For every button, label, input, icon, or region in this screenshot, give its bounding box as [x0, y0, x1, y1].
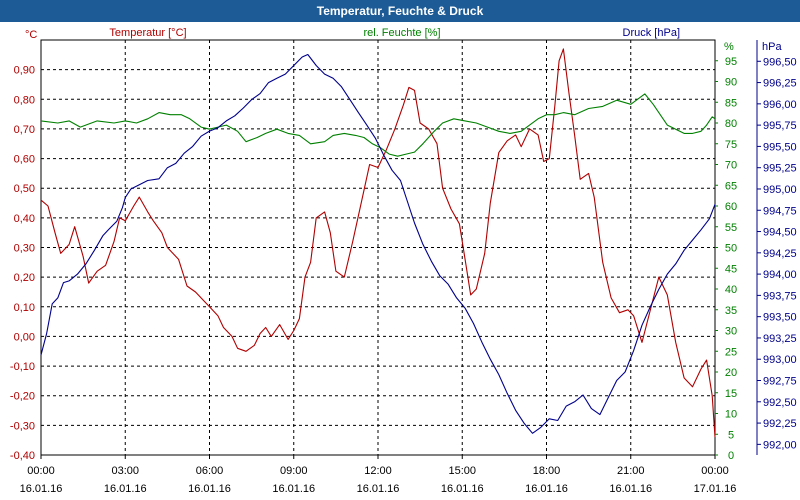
temperature-tick-label: -0,30	[10, 420, 35, 432]
pressure-tick-label: 995,75	[763, 120, 797, 132]
humidity-tick-label: 90	[725, 77, 737, 89]
pressure-tick-label: 996,50	[763, 56, 797, 68]
pressure-tick-label: 993,25	[763, 333, 797, 345]
x-tick-time: 06:00	[196, 465, 224, 477]
x-tick-time: 00:00	[27, 465, 55, 477]
temperature-tick-label: 0,00	[14, 331, 35, 343]
humidity-tick-label: 0	[728, 450, 734, 462]
temperature-tick-label: -0,40	[10, 450, 35, 462]
pressure-tick-label: 995,50	[763, 141, 797, 153]
humidity-tick-label: 80	[725, 118, 737, 130]
x-tick-date: 16.01.16	[441, 483, 484, 495]
pressure-tick-label: 994,00	[763, 269, 797, 281]
humidity-unit-label: %	[724, 41, 734, 53]
humidity-tick-label: 70	[725, 160, 737, 172]
series-line-pressure	[40, 53, 716, 434]
series-line-temperature	[40, 48, 716, 438]
x-tick-time: 00:00	[701, 465, 729, 477]
temperature-tick-label: 0,90	[14, 65, 35, 77]
pressure-tick-label: 996,00	[763, 99, 797, 111]
humidity-tick-label: 65	[725, 180, 737, 192]
humidity-tick-label: 50	[725, 243, 737, 255]
humidity-tick-label: 15	[725, 388, 737, 400]
x-tick-date: 16.01.16	[20, 483, 63, 495]
humidity-tick-label: 95	[725, 56, 737, 68]
temperature-tick-label: 0,50	[14, 183, 35, 195]
humidity-tick-label: 25	[725, 346, 737, 358]
pressure-tick-label: 994,75	[763, 205, 797, 217]
humidity-tick-label: 40	[725, 284, 737, 296]
x-tick-date: 16.01.16	[104, 483, 147, 495]
pressure-tick-label: 994,25	[763, 248, 797, 260]
chart-canvas: 00:00 16.01.16 03:00 16.01.16 06:00 16.01.16 0…	[10, 27, 797, 495]
temperature-unit-label: °C	[25, 29, 37, 41]
temperature-tick-label: 0,70	[14, 124, 35, 136]
x-tick-date: 16.01.16	[272, 483, 315, 495]
temperature-tick-label: 0,40	[14, 213, 35, 225]
temperature-tick-label: 0,80	[14, 94, 35, 106]
temperature-tick-label: 0,30	[14, 243, 35, 255]
chart-title: Temperatur, Feuchte & Druck	[0, 0, 800, 22]
x-tick-time: 15:00	[448, 465, 476, 477]
temperature-tick-label: 0,10	[14, 302, 35, 314]
pressure-tick-label: 992,75	[763, 376, 797, 388]
x-tick-time: 09:00	[280, 465, 308, 477]
temperature-tick-label: -0,10	[10, 361, 35, 373]
pressure-tick-label: 996,25	[763, 78, 797, 90]
humidity-tick-label: 85	[725, 97, 737, 109]
humidity-tick-label: 60	[725, 201, 737, 213]
humidity-tick-label: 5	[728, 429, 734, 441]
humidity-tick-label: 20	[725, 367, 737, 379]
series-line-humidity	[40, 93, 716, 157]
pressure-tick-label: 992,50	[763, 397, 797, 409]
humidity-tick-label: 10	[725, 409, 737, 421]
pressure-tick-label: 994,50	[763, 227, 797, 239]
pressure-unit-label: hPa	[762, 41, 782, 53]
x-tick-time: 03:00	[111, 465, 139, 477]
pressure-tick-label: 993,75	[763, 290, 797, 302]
x-tick-date: 16.01.16	[188, 483, 231, 495]
humidity-tick-label: 75	[725, 139, 737, 151]
pressure-tick-label: 995,25	[763, 163, 797, 175]
temperature-tick-label: 0,60	[14, 154, 35, 166]
pressure-tick-label: 992,00	[763, 439, 797, 451]
pressure-tick-label: 995,00	[763, 184, 797, 196]
humidity-tick-label: 30	[725, 326, 737, 338]
pressure-tick-label: 993,00	[763, 354, 797, 366]
humidity-tick-label: 45	[725, 263, 737, 275]
pressure-tick-label: 993,50	[763, 312, 797, 324]
pressure-tick-label: 992,25	[763, 418, 797, 430]
humidity-tick-label: 55	[725, 222, 737, 234]
legend-temperature: Temperatur [°C]	[109, 27, 186, 39]
legend-pressure: Druck [hPa]	[623, 27, 680, 39]
x-tick-date: 17.01.16	[694, 483, 737, 495]
humidity-tick-label: 35	[725, 305, 737, 317]
temperature-tick-label: 0,20	[14, 272, 35, 284]
axis-layer: 00:00 16.01.16 03:00 16.01.16 06:00 16.01.16 0…	[10, 27, 797, 495]
x-tick-time: 21:00	[617, 465, 645, 477]
x-tick-date: 16.01.16	[609, 483, 652, 495]
x-tick-time: 12:00	[364, 465, 392, 477]
temperature-tick-label: -0,20	[10, 391, 35, 403]
x-tick-date: 16.01.16	[357, 483, 400, 495]
legend-humidity: rel. Feuchte [%]	[363, 27, 440, 39]
x-tick-date: 16.01.16	[525, 483, 568, 495]
series-layer	[40, 48, 716, 438]
grid-lines	[41, 40, 715, 455]
x-tick-time: 18:00	[533, 465, 561, 477]
